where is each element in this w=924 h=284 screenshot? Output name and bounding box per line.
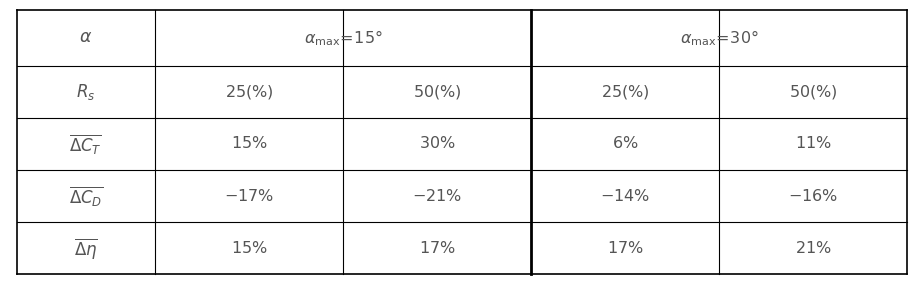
Text: $17\%$: $17\%$ — [419, 239, 456, 256]
Text: $\overline{\Delta C_D}$: $\overline{\Delta C_D}$ — [68, 184, 103, 208]
Text: $-21\%$: $-21\%$ — [412, 187, 462, 204]
Text: $25(\%)$: $25(\%)$ — [601, 83, 650, 101]
Text: $-14\%$: $-14\%$ — [600, 187, 650, 204]
Text: $17\%$: $17\%$ — [607, 239, 643, 256]
Text: $\alpha$: $\alpha$ — [79, 30, 92, 47]
Text: $25(\%)$: $25(\%)$ — [225, 83, 274, 101]
Text: $\overline{\Delta C_T}$: $\overline{\Delta C_T}$ — [69, 132, 103, 156]
Text: $-17\%$: $-17\%$ — [224, 187, 274, 204]
Text: $50(\%)$: $50(\%)$ — [413, 83, 461, 101]
Text: $-16\%$: $-16\%$ — [788, 187, 838, 204]
Text: $50(\%)$: $50(\%)$ — [789, 83, 838, 101]
Text: $15\%$: $15\%$ — [230, 135, 267, 153]
Text: $6\%$: $6\%$ — [612, 135, 638, 153]
Text: $R_s$: $R_s$ — [76, 82, 95, 102]
Text: $30\%$: $30\%$ — [419, 135, 456, 153]
Text: $\alpha_{\rm max}\!=\!15°$: $\alpha_{\rm max}\!=\!15°$ — [304, 28, 383, 48]
Text: $21\%$: $21\%$ — [795, 239, 832, 256]
Text: $\alpha_{\rm max}\!=\!30°$: $\alpha_{\rm max}\!=\!30°$ — [680, 28, 759, 48]
Text: $15\%$: $15\%$ — [230, 239, 267, 256]
Text: $11\%$: $11\%$ — [795, 135, 832, 153]
Text: $\overline{\Delta\eta}$: $\overline{\Delta\eta}$ — [74, 235, 98, 260]
